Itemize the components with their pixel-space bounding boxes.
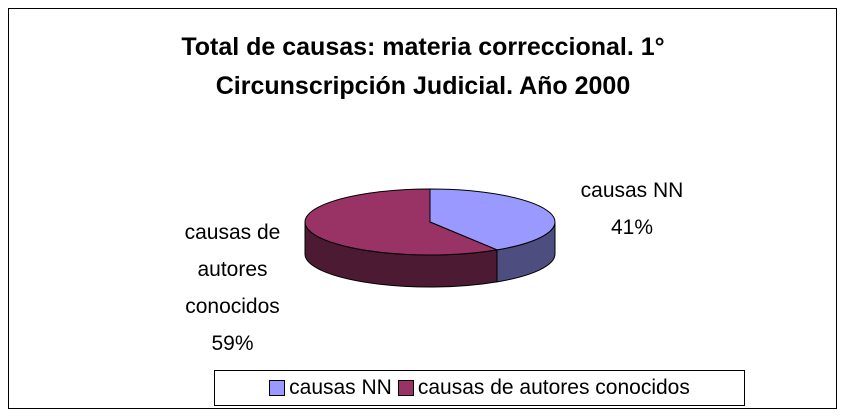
data-label: causas NN 41% [552,172,712,246]
legend-item: causas de autores conocidos [397,376,690,400]
chart-frame [8,8,837,409]
label-category: causas NN [580,179,684,202]
legend-label: causas NN [289,376,392,399]
legend-item: causas NN [269,376,392,400]
data-label: causas de autores conocidos 59% [160,214,305,362]
label-value: 41% [610,216,654,239]
label-value: 59% [211,332,254,355]
legend-label: causas de autores conocidos [417,376,690,399]
legend: causas NN causas de autores conocidos [214,370,745,406]
legend-key [397,380,414,397]
pie-slice [304,188,499,256]
chart-title: Total de causas: materia correccional. 1… [181,33,665,100]
legend-key [269,380,286,397]
label-category: causas de autores conocidos [184,221,281,318]
